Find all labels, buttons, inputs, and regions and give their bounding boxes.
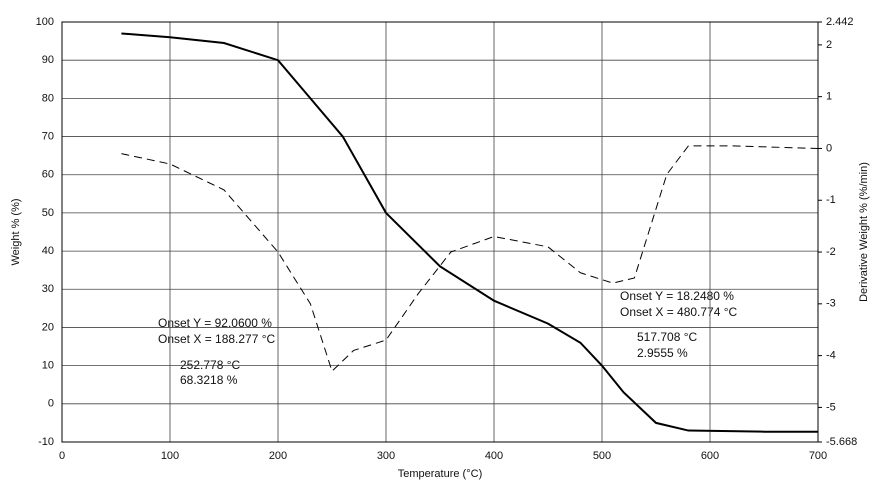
x-tick-label: 0 — [59, 450, 65, 462]
x-tick-label: 300 — [377, 450, 395, 462]
y2-tick-label: -4 — [826, 350, 836, 362]
y-tick-label: 90 — [42, 54, 54, 66]
y-tick-label: 10 — [42, 360, 54, 372]
y2-tick-label: 1 — [826, 91, 832, 103]
y-tick-label: 40 — [42, 245, 54, 257]
x-tick-label: 700 — [809, 450, 827, 462]
y2-tick-label: 0 — [826, 142, 832, 154]
annotation: Onset X = 480.774 °C — [620, 305, 738, 319]
y2-tick-label: 2.442 — [826, 16, 854, 28]
annotation: Onset Y = 18.2480 % — [620, 289, 734, 303]
annotation: 68.3218 % — [180, 373, 238, 387]
x-axis-label: Temperature (°C) — [398, 468, 482, 480]
y2-tick-label: -5.668 — [826, 436, 857, 448]
y-axis-label: Weight % (%) — [10, 198, 22, 265]
annotation: Onset Y = 92.0600 % — [158, 316, 272, 330]
annotation: 2.9555 % — [637, 346, 688, 360]
y2-tick-label: -3 — [826, 298, 836, 310]
plot-frame — [61, 21, 819, 443]
x-tick-label: 500 — [593, 450, 611, 462]
y2-axis-label: Derivative Weight % (%/min) — [858, 162, 870, 302]
y-tick-label: 0 — [48, 398, 54, 410]
y2-tick-label: -1 — [826, 194, 836, 206]
y-tick-label: 20 — [42, 321, 54, 333]
annotation: 252.778 °C — [180, 358, 241, 372]
annotation: 517.708 °C — [637, 330, 698, 344]
data-line — [121, 32, 818, 433]
y-tick-label: 100 — [36, 16, 54, 28]
x-tick-label: 200 — [269, 450, 287, 462]
y2-tick-label: -2 — [826, 246, 836, 258]
x-tick-label: 400 — [485, 450, 503, 462]
y-tick-label: 70 — [42, 130, 54, 142]
y-tick-label: 30 — [42, 283, 54, 295]
x-tick-label: 100 — [161, 450, 179, 462]
y-tick-label: 80 — [42, 92, 54, 104]
y-tick-label: 50 — [42, 207, 54, 219]
annotation: Onset X = 188.277 °C — [158, 332, 276, 346]
y-tick-label: -10 — [38, 436, 54, 448]
x-tick-label: 600 — [701, 450, 719, 462]
y2-tick-label: -5 — [826, 401, 836, 413]
data-line — [121, 145, 819, 373]
y-tick-label: 60 — [42, 169, 54, 181]
y2-tick-label: 2 — [826, 39, 832, 51]
